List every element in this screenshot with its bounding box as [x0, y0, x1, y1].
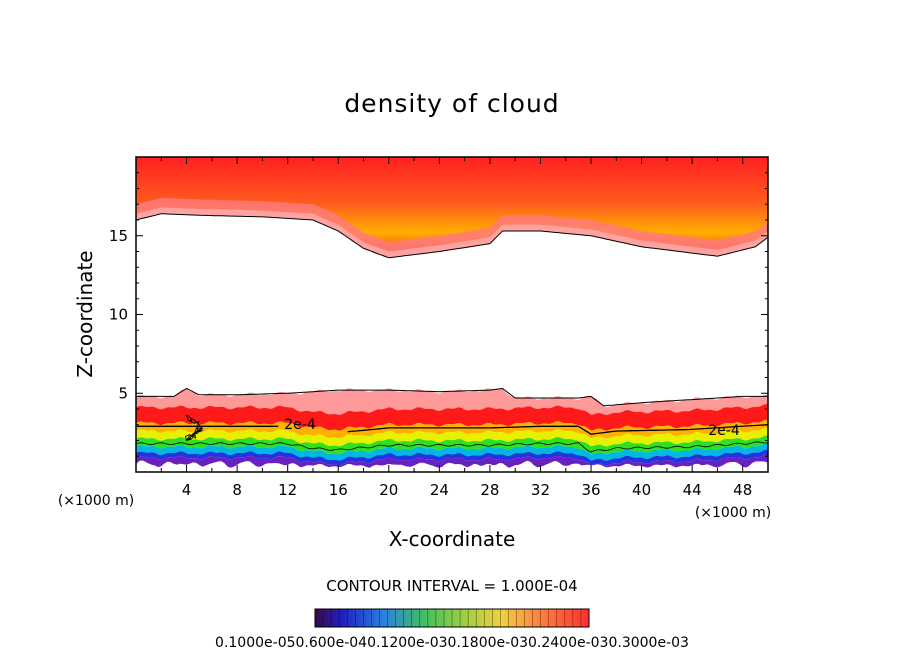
x-tick-label: 40 [632, 481, 651, 499]
x-tick-label: 8 [232, 481, 242, 499]
y-tick-label: 15 [109, 227, 128, 245]
lower-cloud-layer [136, 387, 768, 468]
x-tick-label: 44 [683, 481, 702, 499]
contour-interval-text: CONTOUR INTERVAL = 1.000E-04 [326, 577, 577, 595]
contour-label-right: 2e-4 [708, 423, 740, 439]
colorbar-labels: 0.1000e-050.600e-040.1200e-030.1800e-030… [215, 635, 689, 651]
x-tick-label: 16 [329, 481, 348, 499]
contour-squiggle [184, 415, 204, 441]
upper-cloud-edge-inner [136, 207, 768, 258]
lower-band-cyan [136, 443, 768, 461]
lower-band-violet [136, 454, 768, 468]
lower-band-red [136, 404, 768, 431]
contour-2e4-mid [347, 424, 768, 435]
x-tick-label: 24 [430, 481, 449, 499]
x-unit-left: (×1000 m) [58, 493, 134, 509]
contour-label-left: 2e-4 [284, 417, 316, 433]
x-tick-label: 32 [531, 481, 550, 499]
x-unit-right: (×1000 m) [695, 505, 771, 521]
x-tick-label: 12 [278, 481, 297, 499]
x-tick-label: 36 [581, 481, 600, 499]
lower-band-blue [136, 449, 768, 466]
x-axis-label: X-coordinate [389, 527, 516, 551]
colorbar-bands [322, 609, 582, 627]
lower-band-orange [136, 419, 768, 439]
contour-1e4 [136, 441, 768, 453]
x-tick-label: 28 [480, 481, 499, 499]
colorbar [314, 608, 590, 628]
lower-band-yellow [136, 427, 768, 447]
lower-cloud-top-contour [136, 387, 768, 407]
plot-area [136, 157, 768, 472]
x-tick-label: 4 [182, 481, 192, 499]
y-tick-label: 5 [118, 384, 128, 402]
chart-title: density of cloud [344, 89, 559, 118]
upper-cloud-contour [136, 213, 768, 259]
y-tick-label: 10 [109, 306, 128, 324]
colorbar-frame [314, 608, 590, 628]
y-axis-label: Z-coordinate [73, 250, 97, 377]
lower-band-pink [136, 388, 768, 415]
upper-cloud-layer [136, 157, 768, 259]
x-tick-label: 48 [733, 481, 752, 499]
x-tick-label: 20 [379, 481, 398, 499]
